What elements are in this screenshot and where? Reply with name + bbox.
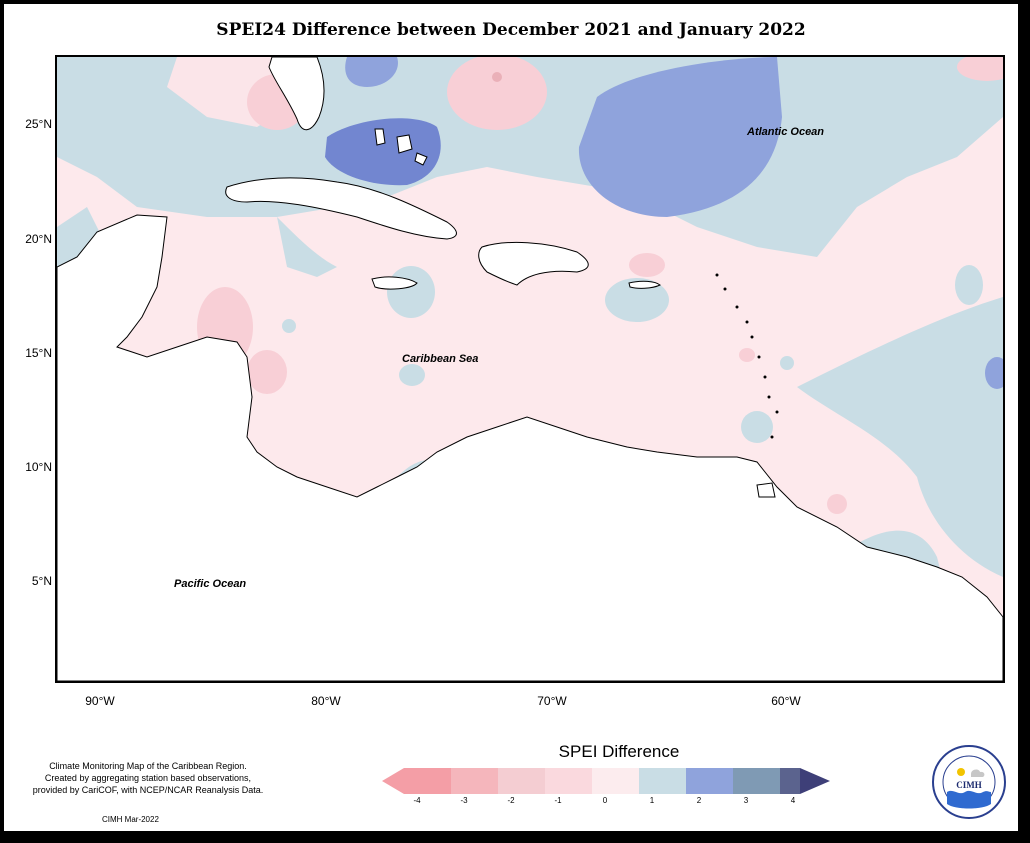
legend-swatch-low (382, 768, 404, 794)
legend-swatch (451, 768, 498, 794)
map-title: SPEI24 Difference between December 2021 … (216, 20, 806, 40)
map-figure: SPEI24 Difference between December 2021 … (4, 4, 1026, 839)
legend-label: -4 (413, 796, 421, 805)
lat-tick: 20°N (25, 232, 52, 246)
ocean-label-atlantic: Atlantic Ocean (746, 126, 824, 138)
land-masses (57, 57, 1003, 681)
lat-tick: 25°N (25, 117, 52, 131)
map-footnote: Climate Monitoring Map of the Caribbean … (22, 760, 274, 796)
lon-tick: 70°W (537, 694, 567, 708)
legend-label: -2 (507, 796, 515, 805)
legend-swatch (592, 768, 639, 794)
legend-label: 1 (649, 796, 655, 805)
logo-text: CIMH (956, 780, 982, 790)
legend-label: -3 (460, 796, 468, 805)
ocean-label-caribbean: Caribbean Sea (402, 353, 478, 365)
map-credit: CIMH Mar-2022 (102, 815, 159, 824)
legend-swatch (545, 768, 592, 794)
lat-tick: 5°N (31, 574, 52, 588)
legend-label: -1 (554, 796, 562, 805)
lat-tick: 15°N (25, 346, 52, 360)
legend-title: SPEI Difference (558, 742, 680, 761)
footnote-line: provided by CariCOF, with NCEP/NCAR Rean… (32, 785, 264, 795)
legend-label: 4 (790, 796, 796, 805)
positive-strong-regions (325, 57, 1003, 389)
lon-tick: 60°W (771, 694, 801, 708)
lon-tick: 80°W (311, 694, 341, 708)
color-legend (382, 768, 842, 799)
legend-colorbar (382, 768, 830, 794)
legend-label: 2 (696, 796, 702, 805)
footnote-line: Created by aggregating station based obs… (44, 773, 252, 783)
cimh-logo: CIMH (931, 744, 1007, 820)
footnote-line: Climate Monitoring Map of the Caribbean … (49, 761, 247, 771)
legend-swatch (404, 768, 451, 794)
legend-label: 3 (743, 796, 749, 805)
legend-swatch (733, 768, 780, 794)
ocean-label-pacific: Pacific Ocean (174, 578, 246, 590)
legend-swatch-high (800, 768, 830, 794)
lon-tick: 90°W (85, 694, 115, 708)
legend-label: 0 (602, 796, 608, 805)
legend-swatch (686, 768, 733, 794)
map-panel: Atlantic Ocean Caribbean Sea Pacific Oce… (55, 55, 1005, 683)
negative-core (492, 72, 502, 82)
cimh-logo-icon: CIMH (932, 745, 1006, 819)
legend-swatch (498, 768, 545, 794)
spei-map: Atlantic Ocean Caribbean Sea Pacific Oce… (57, 57, 1003, 681)
legend-swatch (780, 768, 800, 794)
lat-tick: 10°N (25, 460, 52, 474)
legend-swatch (639, 768, 686, 794)
lesser-antilles (715, 273, 779, 439)
